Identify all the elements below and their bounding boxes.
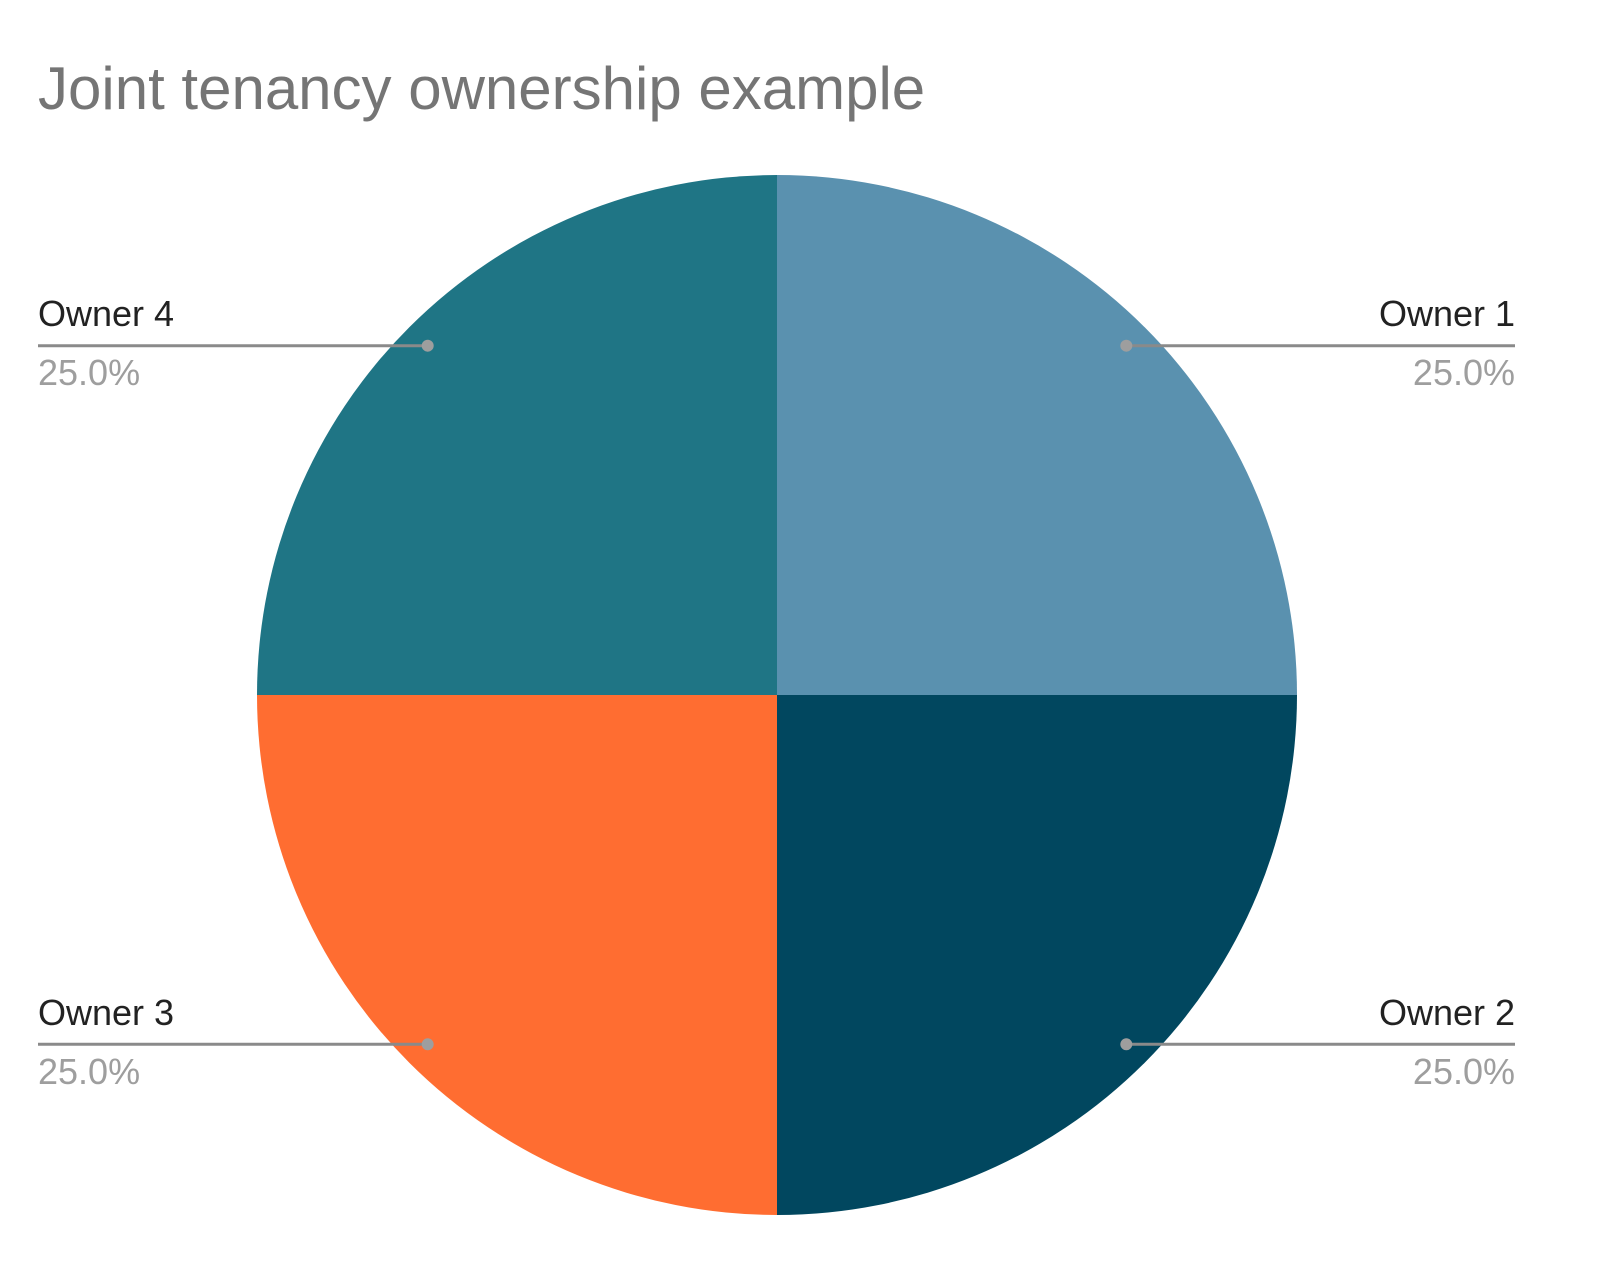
- pie-slice: [777, 175, 1297, 695]
- value-label: 25.0%: [1413, 352, 1515, 393]
- chart-title: Joint tenancy ownership example: [38, 55, 925, 122]
- value-label: 25.0%: [38, 1051, 140, 1092]
- slice-label: Owner 4: [38, 293, 174, 334]
- leader-dot: [1120, 339, 1133, 352]
- leader-dot: [421, 1038, 434, 1051]
- pie-slice: [257, 695, 777, 1215]
- slice-label: Owner 2: [1379, 992, 1515, 1033]
- slice-label: Owner 1: [1379, 293, 1515, 334]
- value-label: 25.0%: [1413, 1051, 1515, 1092]
- pie-slice: [257, 175, 777, 695]
- slice-label: Owner 3: [38, 992, 174, 1033]
- value-label: 25.0%: [38, 352, 140, 393]
- pie-slice: [777, 695, 1297, 1215]
- leader-dot: [421, 339, 434, 352]
- leader-dot: [1120, 1038, 1133, 1051]
